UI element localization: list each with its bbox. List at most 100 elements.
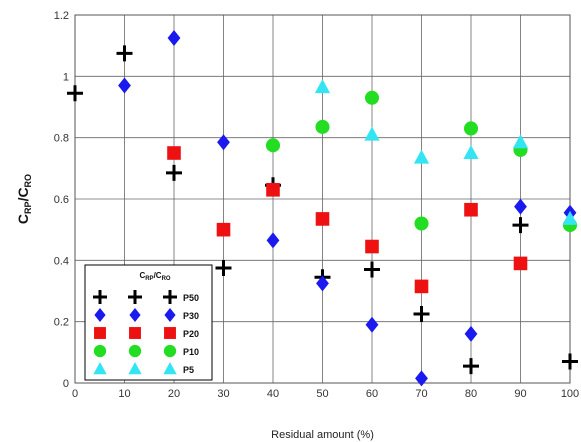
legend-marker	[128, 290, 142, 304]
data-point-p5	[413, 149, 430, 164]
legend-label: P10	[183, 347, 199, 357]
legend-marker	[164, 308, 176, 322]
data-point-p10	[315, 119, 330, 134]
x-tick-label: 80	[465, 388, 477, 400]
data-point-p20	[167, 146, 181, 160]
legend-marker	[164, 327, 176, 339]
legend-title-sub2: RO	[162, 276, 171, 282]
legend-label: P20	[183, 329, 199, 339]
legend-marker	[129, 327, 141, 339]
data-point-p50	[562, 353, 578, 370]
y-tick-label: 0	[63, 378, 69, 390]
data-point-p30	[464, 325, 478, 342]
legend-item-p50: P50	[93, 290, 199, 304]
legend-box	[84, 264, 213, 381]
x-tick-label: 10	[118, 388, 130, 400]
legend-item-p5: P5	[93, 362, 194, 375]
data-point-p30	[415, 370, 428, 387]
data-point-p50	[67, 85, 83, 102]
x-tick-label: 30	[217, 388, 229, 400]
data-point-p20	[315, 212, 330, 226]
legend-title-sep: /C	[154, 271, 162, 280]
data-point-p20	[266, 183, 280, 197]
legend-marker	[163, 344, 177, 358]
data-point-p5	[364, 126, 380, 141]
legend-label: P5	[183, 365, 194, 375]
series-p20	[167, 146, 528, 294]
x-tick-label: 50	[316, 388, 328, 400]
data-point-p5	[314, 79, 331, 94]
data-points	[67, 30, 578, 387]
x-tick-label: 0	[72, 388, 78, 400]
data-point-p20	[365, 239, 379, 254]
data-point-p50	[364, 261, 380, 278]
data-point-p30	[514, 198, 527, 215]
legend-marker	[128, 344, 142, 358]
legend-marker	[163, 362, 177, 375]
legend-marker	[93, 290, 107, 304]
series-p5	[314, 79, 578, 225]
data-point-p50	[166, 164, 182, 181]
data-point-p20	[414, 279, 429, 294]
y-title-sub1: RP	[23, 201, 33, 214]
data-point-p30	[167, 30, 181, 46]
legend-item-p20: P20	[94, 327, 199, 339]
series-p30	[118, 30, 577, 387]
data-point-p5	[562, 210, 578, 225]
legend-marker	[94, 308, 106, 322]
data-point-p10	[414, 216, 429, 231]
data-point-p50	[413, 306, 430, 322]
y-tick-label: 1	[63, 71, 69, 83]
y-tick-label: 0.8	[54, 133, 69, 145]
y-axis-title: CRP/CRO	[15, 174, 33, 224]
legend: CRP/CRO P50 P30 P20 P10 P5	[84, 264, 213, 381]
y-title-main: C	[15, 214, 31, 224]
data-point-p20	[464, 202, 478, 217]
y-tick-label: 0.2	[54, 317, 69, 329]
x-tick-label: 100	[561, 388, 579, 400]
data-point-p50	[215, 260, 232, 276]
legend-items: P50 P30 P20 P10 P5	[93, 290, 199, 375]
legend-label: P30	[183, 311, 199, 321]
legend-title-main: C	[139, 271, 145, 280]
legend-title-sub1: RP	[145, 276, 153, 282]
data-point-p20	[216, 222, 231, 237]
legend-marker	[93, 344, 107, 358]
legend-label: P50	[183, 293, 199, 303]
data-point-p20	[513, 256, 528, 271]
data-point-p30	[316, 275, 329, 292]
tick-labels: 0 10 20 30 40 50 60 70 80 90 100 0 0.2 0.4 0.6 0.8 1 1.2	[54, 10, 579, 400]
legend-title: CRP/CRO	[139, 271, 170, 282]
x-tick-label: 40	[267, 388, 279, 400]
data-point-p30	[217, 134, 230, 151]
data-point-p50	[512, 217, 529, 234]
data-point-p5	[463, 145, 479, 159]
y-tick-label: 0.6	[54, 194, 69, 206]
y-title-sub2: RO	[23, 174, 33, 188]
data-point-p30	[266, 232, 280, 249]
y-tick-label: 0.4	[54, 255, 69, 267]
data-point-p10	[364, 90, 380, 105]
data-point-p50	[116, 45, 133, 62]
y-title-sep: /C	[15, 187, 31, 201]
data-point-p50	[463, 358, 479, 375]
data-point-p5	[512, 134, 529, 149]
plot-frame	[74, 14, 571, 384]
data-point-p30	[118, 77, 131, 94]
legend-marker	[94, 327, 106, 339]
y-tick-label: 1.2	[54, 10, 69, 22]
x-tick-label: 70	[415, 388, 427, 400]
legend-item-p10: P10	[93, 344, 199, 358]
series-p50	[67, 45, 578, 375]
data-point-p10	[463, 121, 479, 136]
legend-marker	[163, 290, 177, 304]
data-point-p30	[365, 316, 379, 333]
legend-item-p30: P30	[94, 308, 199, 322]
x-tick-label: 90	[514, 388, 526, 400]
legend-marker	[93, 362, 107, 375]
x-tick-label: 20	[168, 388, 180, 400]
legend-marker	[129, 308, 141, 322]
legend-marker	[128, 362, 142, 375]
